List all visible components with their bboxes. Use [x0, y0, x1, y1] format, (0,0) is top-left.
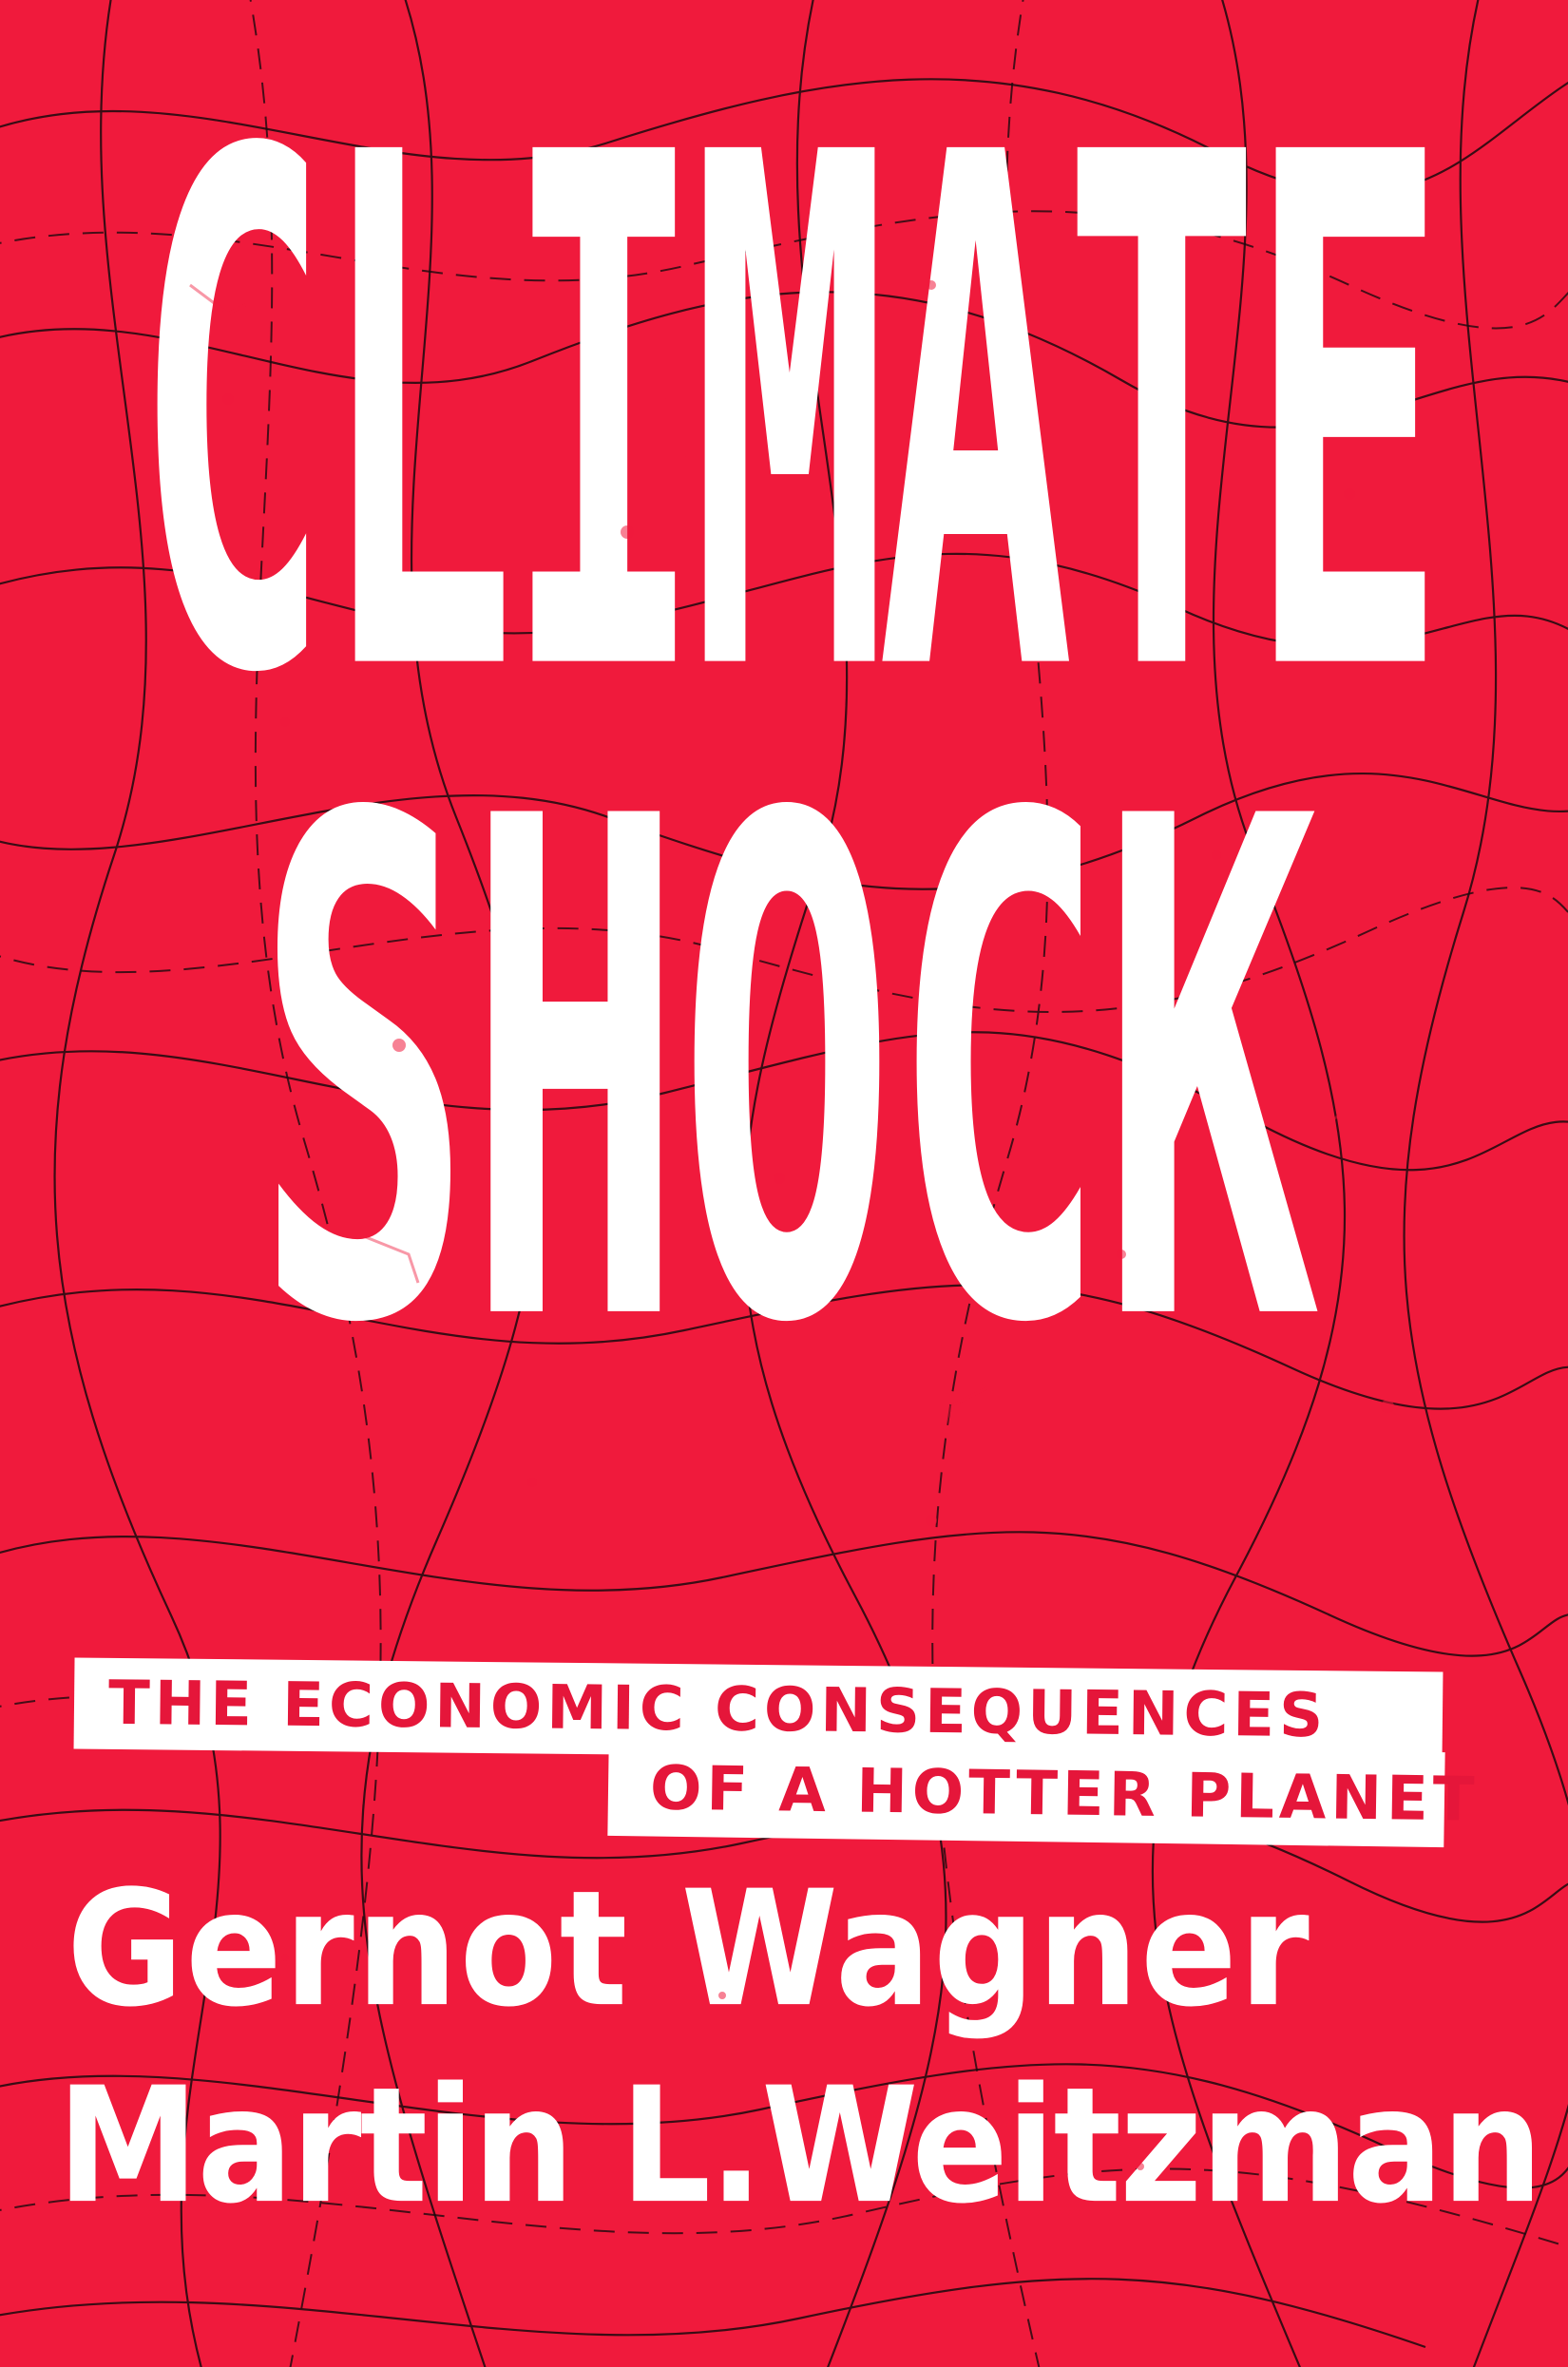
subtitle-line-2: OF A HOTTER PLANET: [649, 1753, 1480, 1836]
title-line-shock: SHOCK: [255, 674, 1319, 1474]
author-name-1: Gernot Wagner: [67, 1857, 1311, 2043]
title-line-climate: CLIMATE: [133, 9, 1446, 829]
author-name-2: Martin L.Weitzman: [57, 2053, 1543, 2240]
subtitle-line-1: THE ECONOMIC CONSEQUENCES: [107, 1668, 1329, 1752]
subtitle-strip-bottom: OF A HOTTER PLANET: [607, 1740, 1480, 1848]
